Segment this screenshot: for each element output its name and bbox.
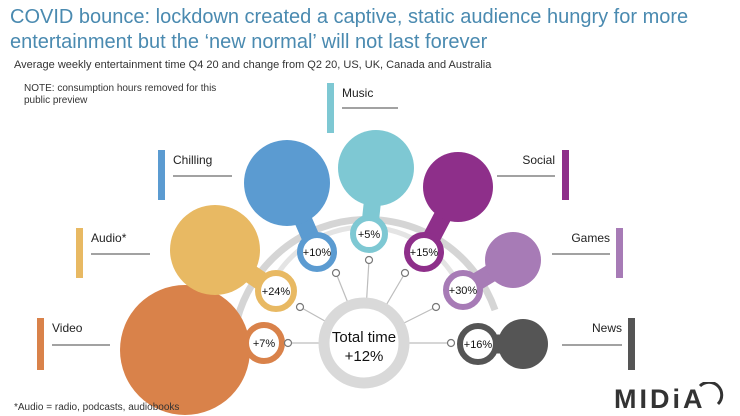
change-news: +16% [464,339,493,351]
change-music: +5% [358,229,381,241]
bubble-music [338,130,414,206]
logo-text: MIDiA [614,384,706,412]
bubble-chilling [244,140,330,226]
ring-news [457,323,499,365]
label-bar-social [562,150,569,200]
total-time-bubble: Total time +12% [318,297,410,389]
preview-note: NOTE: consumption hours removed for this… [24,83,217,106]
dot-music [364,255,374,265]
total-time-value: +12% [345,348,384,365]
label-audio: Audio* [91,231,127,245]
bubble-games [485,232,541,288]
change-social: +15% [410,247,439,259]
ring-audio [255,270,297,312]
change-audio: +24% [262,286,291,298]
label-bar-games [616,228,623,278]
chart-title: COVID bounce: lockdown created a captive… [10,6,689,53]
label-bar-chilling [158,150,165,200]
ring-games [443,270,483,310]
change-chilling: +10% [303,247,332,259]
dot-social [400,268,410,278]
label-bar-news [628,318,635,370]
total-time-label: Total time [332,329,396,346]
label-bar-audio [76,228,83,278]
dot-chilling [331,268,341,278]
logo-arc [698,382,724,406]
ring-chilling [297,232,337,272]
ring-social [404,232,444,272]
category-bubbles: +7% +24% +10% +5% +15% +30% +16% [120,130,548,415]
ring-music [350,215,388,253]
label-news: News [592,321,622,335]
dot-news [446,338,456,348]
bubble-video [120,285,250,415]
chart-subtitle: Average weekly entertainment time Q4 20 … [14,59,492,71]
label-bar-video [37,318,44,370]
change-video: +7% [253,338,276,350]
ring-video [243,322,285,364]
label-chilling: Chilling [173,153,212,167]
change-games: +30% [449,285,478,297]
total-time-ring [318,297,410,389]
bubble-social [423,152,493,222]
label-games: Games [571,231,610,245]
dot-video [283,338,293,348]
label-music: Music [342,86,373,100]
label-bar-music [327,83,334,133]
dot-audio [295,302,305,312]
label-video: Video [52,321,83,335]
dot-games [431,302,441,312]
midia-logo: MIDiA [614,382,724,412]
bubble-news [498,319,548,369]
label-social: Social [522,153,555,167]
category-labels: Video Audio* Chilling Music Social Games News [37,83,635,370]
footnote: *Audio = radio, podcasts, audiobooks [14,402,180,413]
bubble-audio [170,205,260,295]
